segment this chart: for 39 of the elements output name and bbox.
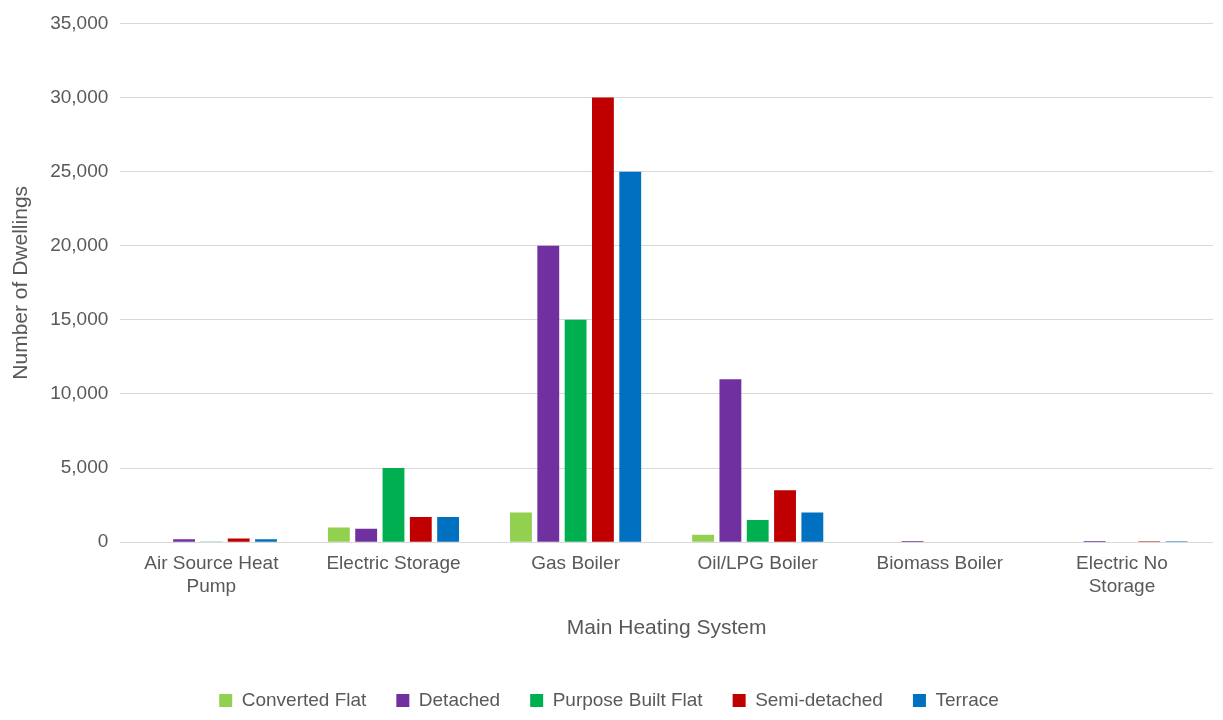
legend-label: Purpose Built Flat [552,688,704,710]
y-tick-label: 30,000 [50,85,109,107]
x-tick-label: Biomass Boiler [876,551,1004,573]
bar [619,171,642,542]
bar [746,519,769,542]
bar [382,468,405,542]
bar [255,539,277,542]
y-tick-label: 10,000 [50,382,109,404]
bar [719,379,742,542]
y-tick-label: 5,000 [60,456,109,478]
bar [227,538,250,542]
legend-label: Detached [418,688,501,710]
bar [692,534,715,542]
bar [327,527,350,542]
bar [537,245,560,542]
legend-label: Converted Flat [241,688,368,710]
y-tick-label: 15,000 [50,308,109,330]
bar [510,512,532,542]
y-tick-label: 25,000 [50,159,109,181]
x-tick-label: Oil/LPG Boiler [697,551,819,573]
y-tick-label: 0 [97,530,109,552]
x-tick-label: Electric No Storage [1076,551,1168,596]
x-axis-title: Main Heating System [566,615,767,639]
y-axis-title: Number of Dwellings [8,185,32,380]
y-tick-label: 35,000 [50,11,109,33]
bar [437,517,460,542]
bar [409,517,432,542]
bar [591,97,614,542]
x-tick-label: Gas Boiler [531,551,621,573]
bar [564,319,587,542]
bar [774,490,796,542]
x-tick-label: Electric Storage [326,551,461,573]
legend-label: Terrace [935,688,999,710]
bar [173,539,195,542]
bar [355,528,378,542]
x-tick-label: Air Source Heat Pump [144,551,280,596]
legend-label: Semi-detached [755,688,883,710]
y-tick-label: 20,000 [50,233,109,255]
bar [801,512,824,542]
